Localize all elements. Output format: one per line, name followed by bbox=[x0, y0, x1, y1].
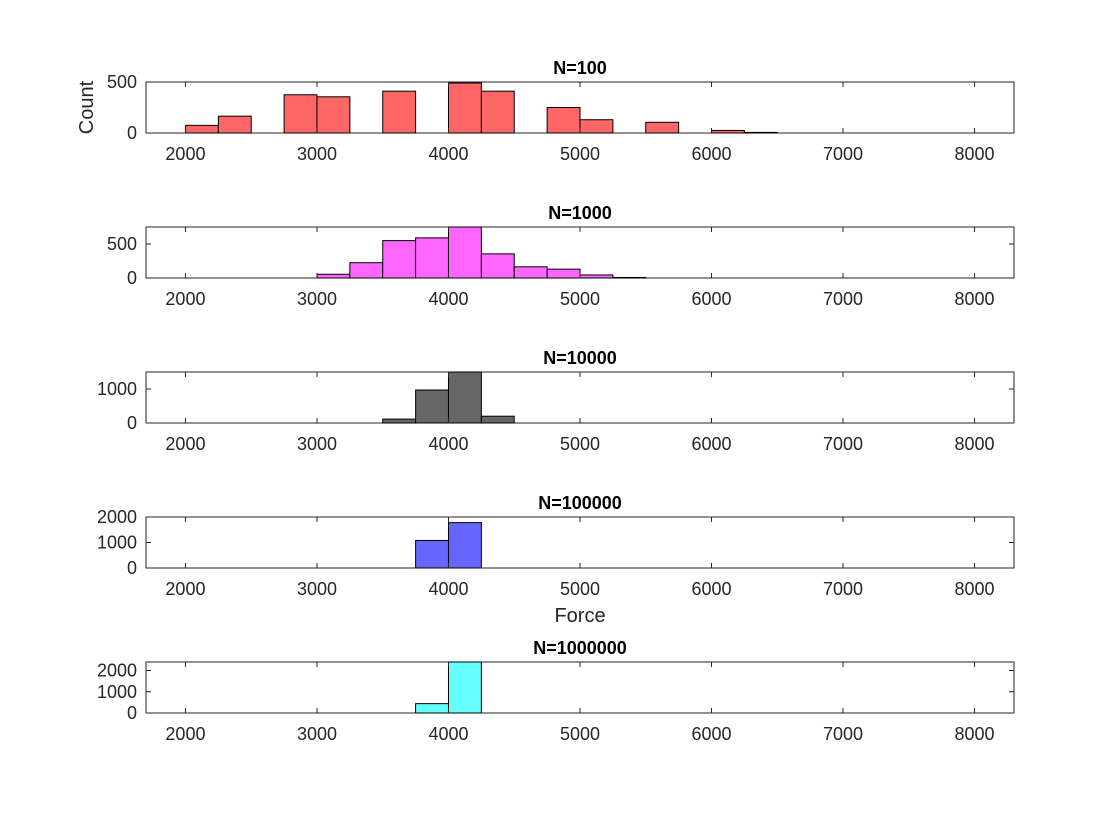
histogram-bar bbox=[217, 115, 252, 134]
y-tick-label: 0 bbox=[127, 123, 137, 143]
histogram-bar bbox=[447, 371, 482, 424]
x-tick-label: 3000 bbox=[297, 144, 337, 164]
histogram-bar bbox=[480, 90, 515, 134]
x-tick-label: 5000 bbox=[560, 289, 600, 309]
x-tick-label: 8000 bbox=[955, 289, 995, 309]
histogram-bar bbox=[382, 418, 417, 424]
x-tick-label: 4000 bbox=[428, 434, 468, 454]
x-tick-label: 3000 bbox=[297, 579, 337, 599]
histogram-bar bbox=[579, 119, 614, 134]
panel-title: N=1000000 bbox=[533, 638, 627, 658]
histogram-bar bbox=[349, 262, 384, 279]
histogram-bar bbox=[447, 226, 482, 279]
histogram-bar bbox=[316, 273, 351, 279]
histogram-bar bbox=[415, 703, 449, 714]
x-tick-label: 6000 bbox=[691, 724, 731, 744]
panel-title: N=1000 bbox=[548, 203, 612, 223]
histogram-bar bbox=[743, 131, 778, 134]
y-tick-label: 2000 bbox=[97, 507, 137, 527]
x-tick-label: 8000 bbox=[955, 579, 995, 599]
histogram-bar bbox=[546, 107, 581, 134]
panel-title: N=10000 bbox=[543, 348, 617, 368]
histogram-bar bbox=[447, 661, 482, 714]
y-tick-label: 0 bbox=[127, 268, 137, 288]
histogram-bar bbox=[415, 237, 449, 279]
x-tick-label: 2000 bbox=[165, 724, 205, 744]
x-tick-label: 6000 bbox=[691, 579, 731, 599]
x-tick-label: 5000 bbox=[560, 434, 600, 454]
x-tick-label: 6000 bbox=[691, 144, 731, 164]
x-tick-label: 4000 bbox=[428, 724, 468, 744]
x-tick-label: 5000 bbox=[560, 144, 600, 164]
x-tick-label: 3000 bbox=[297, 724, 337, 744]
x-tick-label: 5000 bbox=[560, 724, 600, 744]
axes-box bbox=[145, 661, 1015, 714]
x-tick-label: 2000 bbox=[165, 434, 205, 454]
histogram-bar bbox=[415, 389, 449, 424]
panel-title: N=100000 bbox=[538, 493, 622, 513]
x-tick-label: 6000 bbox=[691, 434, 731, 454]
x-tick-label: 4000 bbox=[428, 579, 468, 599]
histogram-bar bbox=[447, 522, 482, 569]
y-tick-label: 0 bbox=[127, 558, 137, 578]
x-tick-label: 2000 bbox=[165, 579, 205, 599]
histogram-panel-1: 2000 3000 4000 5000 6000 7000 8000 0 500 N=100 Cou… bbox=[76, 58, 1015, 164]
histogram-panel-3: 2000 3000 4000 5000 6000 7000 8000 0 1000 N=10000 bbox=[97, 348, 1015, 454]
histogram-bar bbox=[480, 253, 515, 279]
x-tick-label: 3000 bbox=[297, 434, 337, 454]
y-axis-label: Count bbox=[76, 80, 98, 134]
x-tick-label: 2000 bbox=[165, 289, 205, 309]
histogram-bar bbox=[579, 274, 614, 279]
axes-box bbox=[145, 371, 1015, 424]
y-tick-label: 1000 bbox=[97, 533, 137, 553]
x-tick-label: 8000 bbox=[955, 144, 995, 164]
histogram-panel-5: 2000 3000 4000 5000 6000 7000 8000010002000N=1… bbox=[97, 638, 1015, 744]
histogram-bar bbox=[382, 90, 417, 134]
x-tick-label: 4000 bbox=[428, 144, 468, 164]
x-tick-label: 3000 bbox=[297, 289, 337, 309]
x-tick-label: 6000 bbox=[691, 289, 731, 309]
panel-title: N=100 bbox=[553, 58, 607, 78]
histogram-bar bbox=[415, 539, 449, 569]
histogram-bar bbox=[316, 96, 351, 134]
y-tick-label: 0 bbox=[127, 703, 137, 723]
x-tick-label: 8000 bbox=[955, 724, 995, 744]
x-tick-label: 7000 bbox=[823, 289, 863, 309]
y-tick-label: 0 bbox=[127, 413, 137, 433]
y-tick-label: 500 bbox=[107, 72, 137, 92]
histogram-bar bbox=[645, 121, 680, 134]
x-tick-label: 5000 bbox=[560, 579, 600, 599]
y-tick-label: 2000 bbox=[97, 661, 137, 681]
histogram-bar bbox=[711, 129, 745, 134]
histogram-bar bbox=[612, 276, 647, 279]
histogram-bar bbox=[447, 82, 482, 134]
histogram-panel-4: 2000 3000 4000 5000 6000 7000 8000 0 1000 2000 N=1… bbox=[97, 493, 1015, 627]
histogram-bar bbox=[283, 94, 318, 134]
y-tick-label: 1000 bbox=[97, 379, 137, 399]
histogram-bar bbox=[513, 266, 548, 279]
axes-box bbox=[145, 516, 1015, 569]
x-tick-label: 2000 bbox=[165, 144, 205, 164]
histogram-panel-2: 2000 3000 4000 5000 6000 7000 8000 0 500 N=1000 bbox=[107, 203, 1015, 309]
x-axis-label: Force bbox=[554, 605, 605, 627]
histogram-bar bbox=[184, 124, 219, 134]
x-tick-label: 7000 bbox=[823, 434, 863, 454]
x-tick-label: 8000 bbox=[955, 434, 995, 454]
x-tick-label: 4000 bbox=[428, 289, 468, 309]
x-tick-label: 7000 bbox=[823, 579, 863, 599]
histogram-bar bbox=[382, 240, 417, 279]
x-tick-label: 7000 bbox=[823, 144, 863, 164]
y-tick-label: 500 bbox=[107, 234, 137, 254]
histogram-bar bbox=[546, 268, 581, 279]
x-tick-label: 7000 bbox=[823, 724, 863, 744]
y-tick-label: 1000 bbox=[97, 682, 137, 702]
histogram-bar bbox=[480, 415, 515, 424]
